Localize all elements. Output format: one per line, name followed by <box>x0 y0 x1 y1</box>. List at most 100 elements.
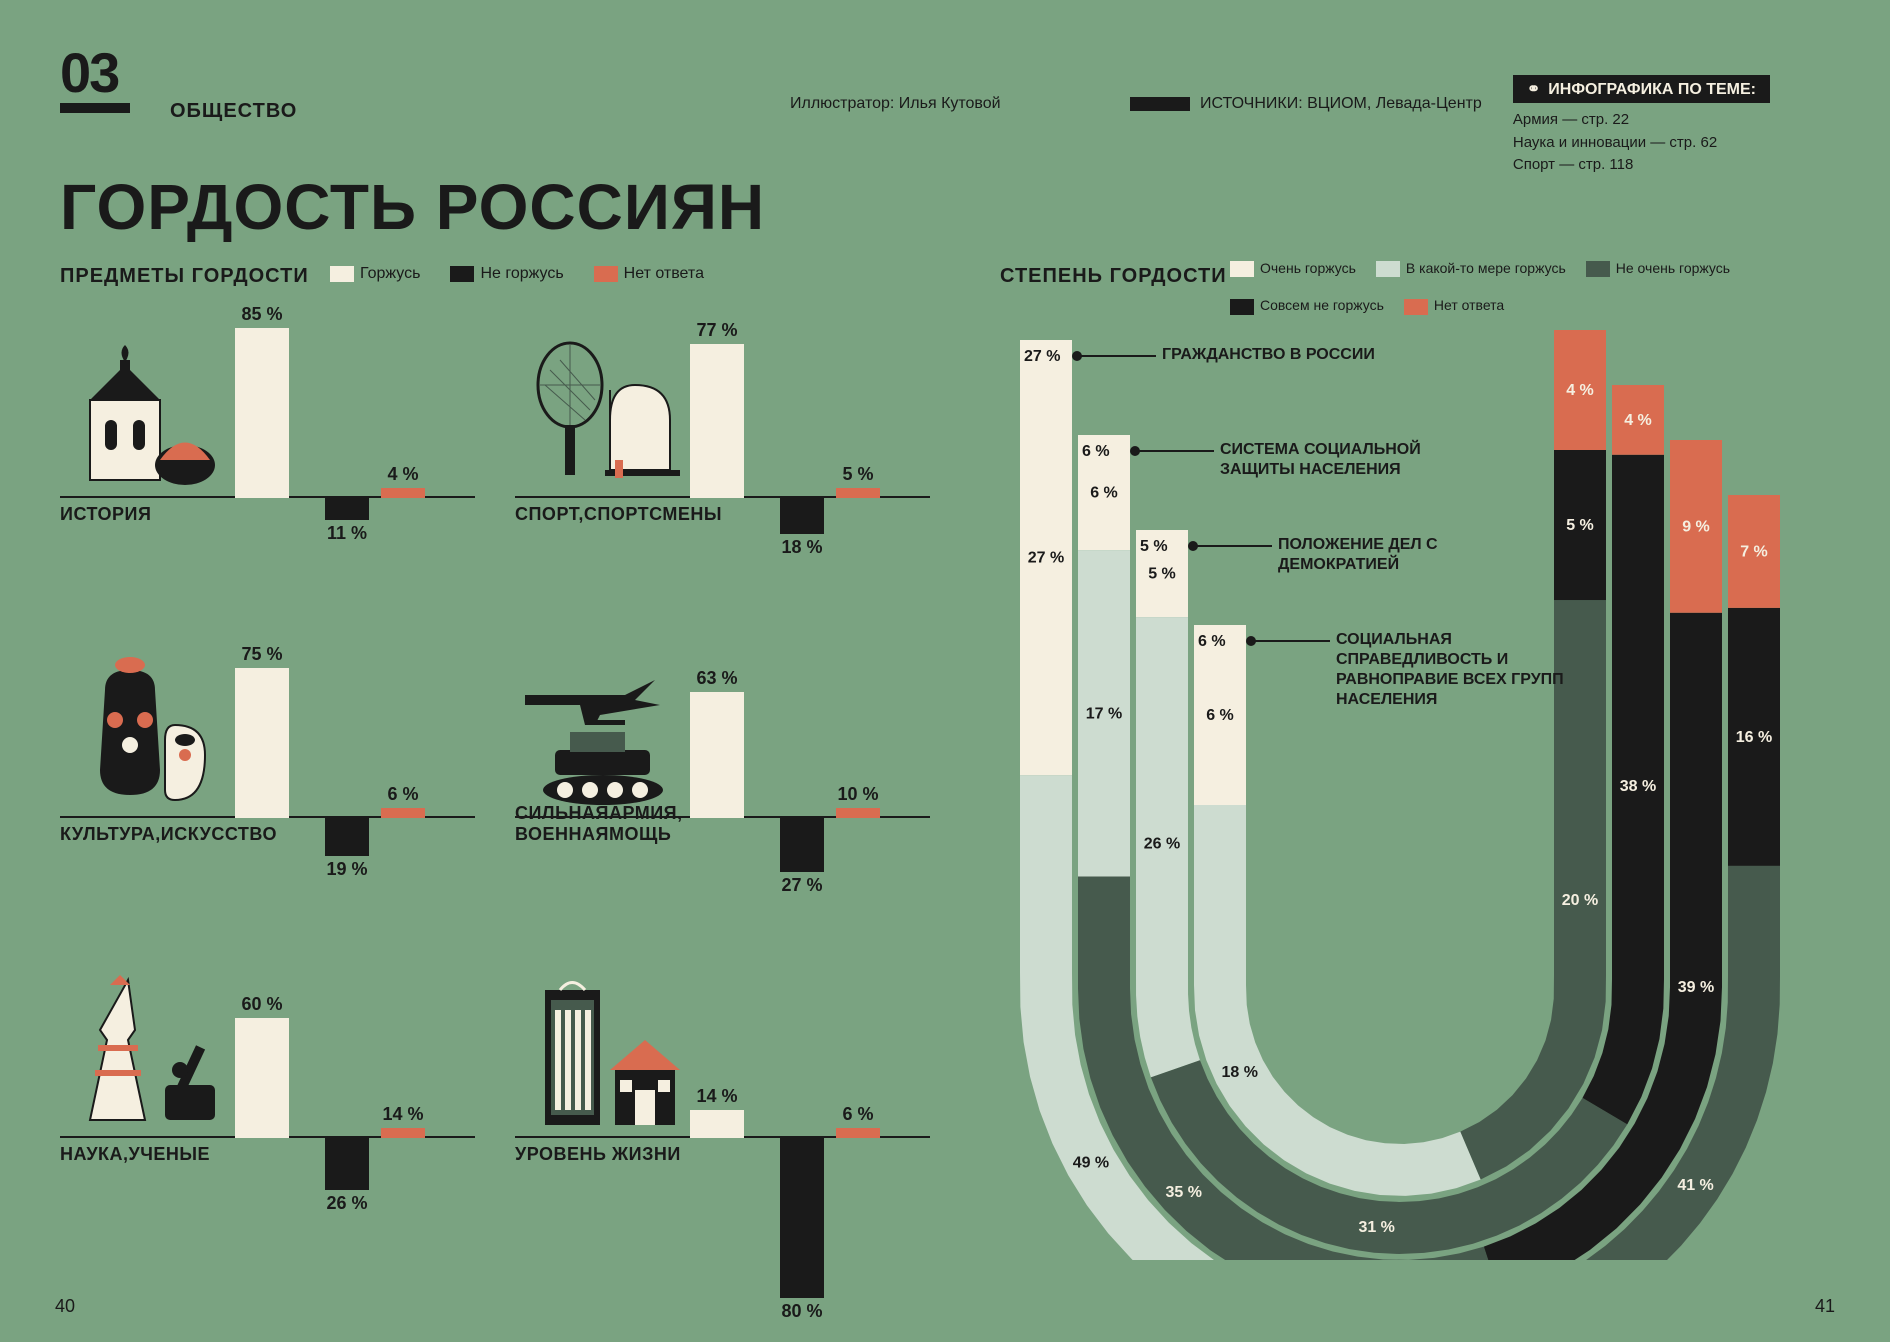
bar-not-proud: 26 % <box>325 1138 369 1190</box>
sources: ИСТОЧНИКИ: ВЦИОМ, Левада-Центр <box>1130 95 1482 113</box>
svg-text:7 %: 7 % <box>1740 543 1768 560</box>
bar-na: 6 % <box>381 808 425 818</box>
svg-text:41 %: 41 % <box>1677 1177 1713 1194</box>
neg-group: 19 % 6 % <box>325 818 425 856</box>
legend-item: В какой-то мере горжусь <box>1376 260 1566 277</box>
topic-box-header: ⚭ ИНФОГРАФИКА ПО ТЕМЕ: <box>1513 75 1770 103</box>
svg-text:20 %: 20 % <box>1562 892 1598 909</box>
degree-item-label: СИСТЕМА СОЦИАЛЬНОЙ ЗАЩИТЫ НАСЕЛЕНИЯ <box>1220 440 1470 480</box>
degree-item-label: ПОЛОЖЕНИЕ ДЕЛ С ДЕМОКРАТИЕЙ <box>1278 535 1528 575</box>
svg-text:5 %: 5 % <box>1566 517 1594 534</box>
topic-box-title: ИНФОГРАФИКА ПО ТЕМЕ: <box>1548 81 1756 98</box>
page-number-right: 41 <box>1815 1296 1835 1317</box>
degree-item-label: СОЦИАЛЬНАЯ СПРАВЕДЛИВОСТЬ И РАВНОПРАВИЕ … <box>1336 630 1586 710</box>
degree-top-pct: 27 % <box>1024 348 1060 366</box>
svg-text:38 %: 38 % <box>1620 778 1656 795</box>
subject-label: ИСТОРИЯ <box>60 504 151 525</box>
samovar-icon <box>60 650 230 810</box>
subject-cell: 60 % 26 % 14 % НАУКА,УЧЕНЫЕ <box>60 950 475 1220</box>
legend-item: Не очень горжусь <box>1586 260 1730 277</box>
subject-label: СПОРТ,СПОРТСМЕНЫ <box>515 504 722 525</box>
svg-text:16 %: 16 % <box>1736 729 1772 746</box>
bar-proud: 77 % <box>690 344 744 498</box>
neg-group: 26 % 14 % <box>325 1138 425 1190</box>
subject-cell: 77 % 18 % 5 % СПОРТ,СПОРТСМЕНЫ <box>515 310 930 580</box>
svg-text:4 %: 4 % <box>1624 412 1652 429</box>
sources-text: ИСТОЧНИКИ: ВЦИОМ, Левада-Центр <box>1200 95 1482 112</box>
link-icon: ⚭ <box>1527 79 1540 99</box>
topic-item: Спорт — стр. 118 <box>1513 154 1770 177</box>
bar-group: 77 % <box>690 344 744 498</box>
subject-cell: 85 % 11 % 4 % ИСТОРИЯ <box>60 310 475 580</box>
bar-group: 14 % <box>690 1110 744 1138</box>
bar-proud: 85 % <box>235 328 289 498</box>
degree-top-pct: 6 % <box>1198 633 1226 651</box>
bar-proud: 60 % <box>235 1018 289 1138</box>
bar-not-proud: 11 % <box>325 498 369 520</box>
neg-group: 27 % 10 % <box>780 818 880 872</box>
neg-group: 11 % 4 % <box>325 498 425 520</box>
svg-text:31 %: 31 % <box>1358 1219 1394 1236</box>
svg-text:4 %: 4 % <box>1566 382 1594 399</box>
page-number-left: 40 <box>55 1296 75 1317</box>
topic-item: Наука и инновации — стр. 62 <box>1513 132 1770 155</box>
bar-na: 10 % <box>836 808 880 818</box>
degree-u-chart: 27 % 49 % 41 % 16 % 7 % 6 % 17 % 35 % 39 % 9 % 5 %… <box>1000 310 1830 1260</box>
bar-proud: 75 % <box>235 668 289 818</box>
degree-top-pct: 5 % <box>1140 538 1168 556</box>
topic-box: ⚭ ИНФОГРАФИКА ПО ТЕМЕ: Армия — стр. 22 На… <box>1513 75 1770 177</box>
bar-not-proud: 80 % <box>780 1138 824 1298</box>
svg-text:6 %: 6 % <box>1206 707 1234 724</box>
army-icon <box>515 650 685 810</box>
bar-not-proud: 18 % <box>780 498 824 534</box>
bar-group: 75 % <box>235 668 289 818</box>
church-icon <box>60 330 230 490</box>
svg-text:26 %: 26 % <box>1144 836 1180 853</box>
topic-item: Армия — стр. 22 <box>1513 109 1770 132</box>
bar-na: 5 % <box>836 488 880 498</box>
svg-text:9 %: 9 % <box>1682 518 1710 535</box>
legend-item: Не горжусь <box>450 265 563 283</box>
svg-text:39 %: 39 % <box>1678 979 1714 996</box>
legend-item: Горжусь <box>330 265 420 283</box>
svg-text:18 %: 18 % <box>1222 1064 1258 1081</box>
bar-na: 6 % <box>836 1128 880 1138</box>
topic-box-items: Армия — стр. 22 Наука и инновации — стр.… <box>1513 109 1770 177</box>
bar-group: 63 % <box>690 692 744 818</box>
building-icon <box>515 970 685 1130</box>
svg-text:5 %: 5 % <box>1148 566 1176 583</box>
subject-cell: 63 % 27 % 10 % СИЛЬНАЯАРМИЯ,ВОЕННАЯМОЩЬ <box>515 630 930 900</box>
science-icon <box>60 970 230 1130</box>
main-title: ГОРДОСТЬ РОССИЯН <box>60 170 765 244</box>
svg-text:49 %: 49 % <box>1073 1155 1109 1172</box>
subjects-title: ПРЕДМЕТЫ ГОРДОСТИ <box>60 265 309 288</box>
svg-text:27 %: 27 % <box>1028 550 1064 567</box>
svg-text:17 %: 17 % <box>1086 705 1122 722</box>
degree-legend: Очень горжусь В какой-то мере горжусь Не о… <box>1230 260 1870 315</box>
sport-icon <box>515 330 685 490</box>
legend-item: Очень горжусь <box>1230 260 1356 277</box>
section-label: ОБЩЕСТВО <box>170 100 297 123</box>
degree-top-pct: 6 % <box>1082 443 1110 461</box>
bar-na: 4 % <box>381 488 425 498</box>
degree-title: СТЕПЕНЬ ГОРДОСТИ <box>1000 265 1227 288</box>
bar-group: 85 % <box>235 328 289 498</box>
subject-label: НАУКА,УЧЕНЫЕ <box>60 1144 210 1165</box>
subject-label: СИЛЬНАЯАРМИЯ,ВОЕННАЯМОЩЬ <box>515 803 683 845</box>
degree-item-label: ГРАЖДАНСТВО В РОССИИ <box>1162 345 1412 365</box>
neg-group: 18 % 5 % <box>780 498 880 534</box>
bar-proud: 14 % <box>690 1110 744 1138</box>
bar-group: 60 % <box>235 1018 289 1138</box>
subject-label: УРОВЕНЬ ЖИЗНИ <box>515 1144 681 1165</box>
bar-proud: 63 % <box>690 692 744 818</box>
subject-cell: 75 % 19 % 6 % КУЛЬТУРА,ИСКУССТВО <box>60 630 475 900</box>
bar-not-proud: 27 % <box>780 818 824 872</box>
bar-na: 14 % <box>381 1128 425 1138</box>
subjects-grid: 85 % 11 % 4 % ИСТОРИЯ 77 % 18 % 5 % СПОР… <box>60 310 930 1220</box>
subject-cell: 14 % 80 % 6 % УРОВЕНЬ ЖИЗНИ <box>515 950 930 1220</box>
svg-text:35 %: 35 % <box>1166 1184 1202 1201</box>
legend-item: Нет ответа <box>594 265 704 283</box>
page-header: 03 ОБЩЕСТВО Иллюстратор: Илья Кутовой ИС… <box>60 40 1830 113</box>
bar-not-proud: 19 % <box>325 818 369 856</box>
subject-label: КУЛЬТУРА,ИСКУССТВО <box>60 824 277 845</box>
